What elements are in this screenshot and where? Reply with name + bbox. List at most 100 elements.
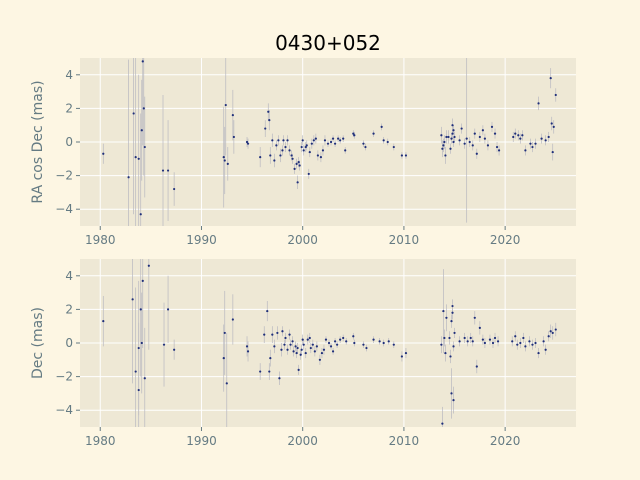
dec-data-point: [296, 346, 299, 350]
ra-panel: 1980 1990 2000 2010 2020 −4 −2 0 2 4 RA cos Dec (m…: [30, 58, 576, 247]
ra-data-point: [512, 135, 515, 139]
dec-data-point: [352, 335, 355, 338]
dec-data-point: [524, 345, 527, 348]
ra-data-point: [493, 132, 497, 135]
ra-data-point: [519, 137, 522, 140]
ra-data-point: [537, 102, 540, 105]
ra-data-point: [552, 125, 555, 128]
chart-title: 0430+052: [275, 31, 381, 55]
ra-data-point: [143, 145, 146, 149]
dec-ytick-label: 4: [65, 269, 73, 283]
dec-data-point: [475, 365, 478, 368]
dec-data-point: [300, 348, 303, 351]
dec-data-point: [143, 377, 146, 380]
ra-ytick-label: −2: [55, 169, 73, 183]
ra-data-point: [268, 119, 271, 122]
dec-data-point: [444, 351, 447, 355]
ra-data-point: [297, 161, 300, 164]
dec-data-point: [266, 309, 269, 313]
dec-data-point: [327, 341, 331, 345]
dec-data-point: [450, 392, 453, 395]
ra-data-point: [102, 152, 105, 155]
ra-data-point: [521, 134, 524, 137]
ra-ytick-label: 2: [65, 101, 73, 115]
dec-data-point: [331, 350, 335, 353]
dec-data-point: [488, 338, 492, 341]
ra-data-point: [316, 154, 319, 157]
ra-data-point: [442, 144, 445, 147]
ra-data-point: [451, 132, 454, 135]
ra-data-point: [319, 156, 323, 159]
dec-data-point: [372, 338, 375, 341]
dec-data-point: [466, 340, 469, 343]
dec-data-point: [519, 341, 522, 345]
ra-data-point: [222, 156, 225, 159]
ra-data-point: [314, 137, 317, 140]
ra-data-point: [465, 137, 468, 140]
ra-xtick-label: 2010: [389, 233, 420, 247]
ra-data-point: [282, 139, 285, 142]
ra-data-point: [471, 144, 474, 147]
dec-data-point: [297, 368, 300, 371]
ra-data-point: [137, 157, 140, 160]
ra-data-point: [551, 150, 554, 154]
dec-data-point: [333, 340, 337, 343]
dec-data-point: [139, 308, 142, 311]
dec-data-point: [547, 335, 550, 338]
ra-data-point: [305, 144, 308, 147]
dec-data-point: [147, 264, 150, 267]
dec-data-point: [320, 351, 324, 355]
ra-data-point: [463, 142, 466, 145]
ra-data-point: [452, 129, 455, 132]
dec-data-point: [549, 330, 552, 333]
dec-data-point: [400, 355, 403, 358]
dec-data-point: [162, 343, 166, 346]
ra-data-point: [245, 140, 249, 144]
dec-data-point: [451, 304, 454, 308]
dec-data-point: [452, 399, 455, 402]
dec-data-point: [273, 345, 276, 348]
ra-data-point: [232, 135, 235, 139]
ra-data-point: [127, 176, 130, 179]
ra-data-point: [514, 132, 517, 135]
dec-data-point: [284, 336, 287, 340]
ra-data-point: [140, 129, 143, 132]
ra-data-point: [441, 147, 444, 150]
ra-xtick-label: 1990: [186, 233, 217, 247]
ra-data-point: [166, 169, 170, 172]
ra-data-point: [295, 162, 298, 165]
dec-data-point: [281, 330, 284, 333]
dec-data-point: [271, 333, 274, 336]
dec-xtick-label: 2020: [490, 434, 521, 448]
dec-data-point: [140, 341, 143, 345]
ra-data-point: [550, 122, 553, 125]
dec-data-point: [534, 341, 537, 345]
ra-data-point: [300, 145, 303, 149]
ra-data-point: [264, 127, 267, 130]
dec-data-point: [231, 318, 234, 321]
dec-data-point: [481, 338, 484, 341]
dec-data-point: [313, 350, 316, 353]
ra-data-point: [451, 124, 454, 127]
ra-data-point: [344, 149, 347, 152]
dec-data-point: [268, 370, 271, 373]
dec-data-point: [496, 340, 500, 343]
ra-data-point: [224, 103, 227, 107]
ra-data-point: [353, 134, 356, 137]
dec-data-point: [311, 343, 314, 346]
ra-data-point: [352, 132, 355, 135]
ra-data-point: [321, 149, 325, 152]
ra-ytick-label: 4: [65, 68, 73, 82]
dec-data-point: [441, 422, 444, 425]
dec-data-point: [345, 340, 348, 343]
ra-data-point: [142, 107, 145, 110]
dec-data-point: [392, 343, 395, 346]
dec-data-point: [404, 351, 408, 355]
dec-data-point: [491, 341, 495, 345]
dec-data-point: [469, 336, 472, 340]
dec-data-point: [511, 340, 514, 343]
ra-data-point: [333, 142, 337, 145]
ra-data-point: [554, 93, 557, 97]
ra-data-point: [323, 139, 327, 142]
dec-data-point: [292, 350, 295, 353]
